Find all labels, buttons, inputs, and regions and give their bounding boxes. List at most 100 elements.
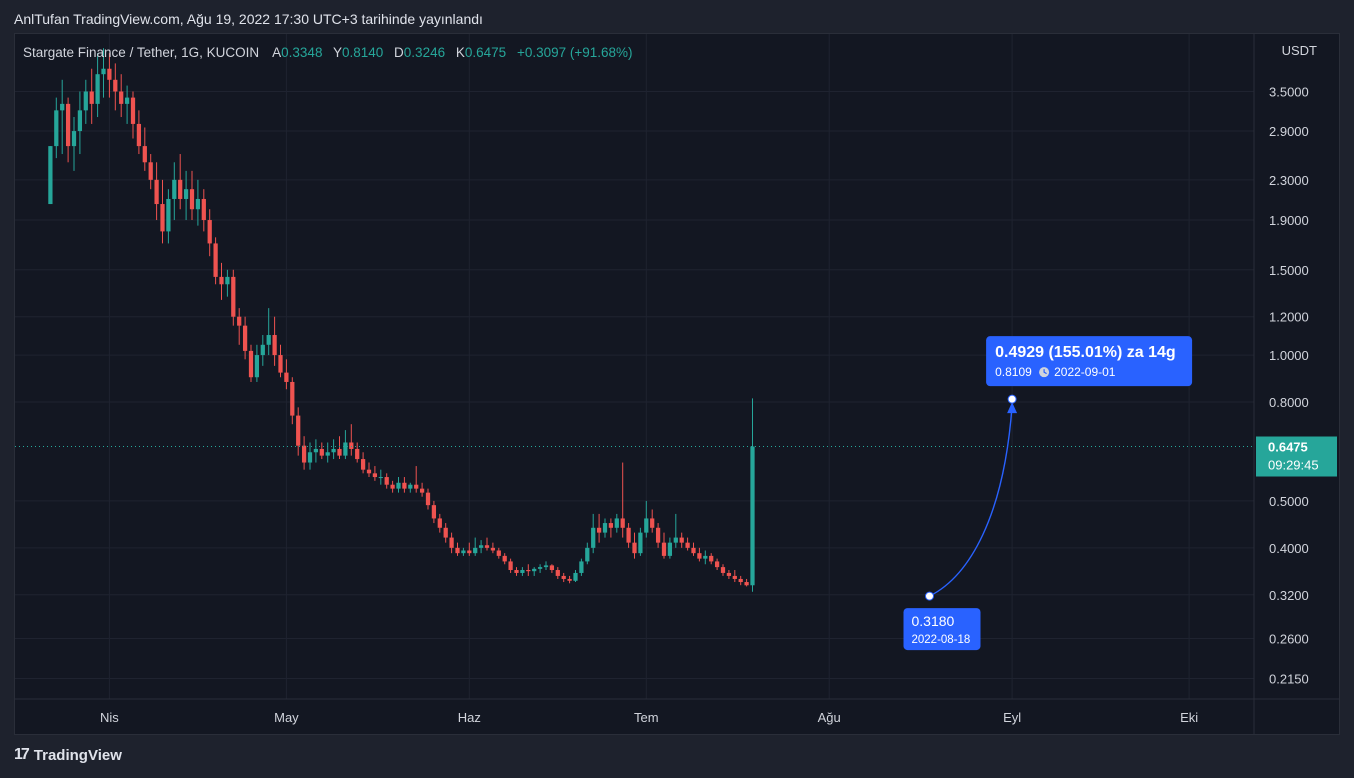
price-tick-label: 1.5000 (1269, 263, 1309, 278)
measure-headline: 0.4929 (155.01%) za 14g (995, 344, 1176, 361)
price-tick-label: 0.5000 (1269, 494, 1309, 509)
candle (130, 91, 136, 139)
candle (732, 570, 737, 583)
candle-body (750, 446, 755, 586)
candle (549, 564, 555, 573)
candle (738, 575, 743, 586)
measure-start-point (925, 591, 934, 601)
price-tick-label: 1.9000 (1269, 213, 1309, 228)
candle (626, 523, 631, 548)
candle (431, 500, 437, 524)
candle (331, 439, 336, 460)
chart-frame: 0.3180 2022-08-18 0.4929 (155.01%) za 14g 0… (14, 33, 1340, 735)
candle (455, 542, 460, 556)
change-value: +0.3097 (+91.68%) (516, 45, 633, 60)
currency-label[interactable]: USDT (1281, 43, 1317, 58)
candle (154, 162, 159, 221)
candle (714, 558, 720, 571)
candle-body (437, 518, 442, 528)
candle (655, 523, 661, 548)
candle (650, 509, 655, 533)
symbol-name[interactable]: Stargate Finance / Tether, 1G, KUCOIN (23, 45, 260, 60)
candle-body (561, 575, 566, 579)
candle-body (655, 527, 661, 543)
candle-body (714, 561, 720, 568)
candle (614, 513, 619, 533)
candle-body (526, 570, 531, 572)
candle-body (443, 527, 448, 538)
candle (178, 154, 183, 210)
candle-body (608, 523, 614, 528)
candle (508, 558, 513, 573)
candle-body (172, 179, 177, 199)
candle (555, 567, 560, 579)
candle-body (278, 355, 283, 373)
time-tick-label: Eki (1180, 710, 1198, 725)
candle-body (189, 189, 195, 210)
candle (679, 532, 684, 548)
candle-body (508, 561, 513, 571)
candle (366, 462, 372, 478)
candle-body (502, 555, 507, 562)
candle (697, 547, 702, 562)
candle-body (484, 545, 490, 548)
candle-body (237, 316, 242, 326)
candle-body (703, 555, 708, 559)
candles (15, 48, 1254, 592)
candle (142, 127, 147, 171)
candle-body (679, 537, 684, 543)
candle-body (496, 550, 501, 556)
candle (349, 424, 354, 456)
candle-body (738, 578, 743, 583)
candle-body (301, 445, 307, 463)
price-tick-label: 0.2600 (1269, 631, 1309, 646)
candle-body (490, 547, 496, 551)
candle (319, 442, 324, 460)
candle (402, 477, 407, 493)
candle (484, 537, 490, 551)
candle (254, 344, 260, 382)
candle (378, 469, 383, 485)
candle (396, 477, 401, 493)
time-axis: Nis May Haz Tem Ağu Eyl Eki (15, 698, 1339, 725)
candle (425, 488, 431, 510)
candle (490, 542, 496, 554)
candle (514, 567, 519, 576)
time-tick-label: May (274, 710, 299, 725)
candle (632, 532, 637, 559)
open-value: 0.3348 (281, 45, 323, 60)
candle (567, 575, 572, 584)
candle-body (532, 568, 537, 572)
candle (437, 513, 442, 533)
candle-body (408, 484, 413, 489)
candle-body (543, 565, 549, 568)
candle-body (644, 518, 649, 533)
candle (355, 442, 360, 463)
candle (372, 466, 378, 481)
price-chart[interactable]: 0.3180 2022-08-18 0.4929 (155.01%) za 14g 0… (15, 34, 1339, 734)
candle-body (514, 570, 519, 573)
candle (296, 407, 301, 456)
countdown-label: 09:29:45 (1268, 458, 1319, 473)
candle-body (325, 452, 330, 456)
candle-body (626, 527, 631, 543)
candle (661, 532, 667, 559)
measure-curve (929, 405, 1013, 597)
footer-brand[interactable]: 17 TradingView (14, 746, 122, 764)
candle-body (242, 325, 248, 351)
candle (543, 561, 549, 571)
candle-body (372, 473, 378, 478)
candle-body (461, 550, 466, 554)
candle (195, 179, 201, 226)
candle (313, 439, 319, 463)
candle-body (349, 442, 354, 449)
price-tick-label: 0.2150 (1269, 671, 1309, 686)
candle-body (60, 103, 65, 111)
candle-body (431, 505, 437, 519)
measure-end-date: 2022-09-01 (1054, 365, 1116, 379)
candle (189, 170, 195, 221)
measure-annotation: 0.3180 2022-08-18 0.4929 (155.01%) za 14g 0… (903, 336, 1193, 651)
candle (473, 537, 478, 556)
candle-body (160, 204, 165, 232)
candle (119, 74, 124, 118)
